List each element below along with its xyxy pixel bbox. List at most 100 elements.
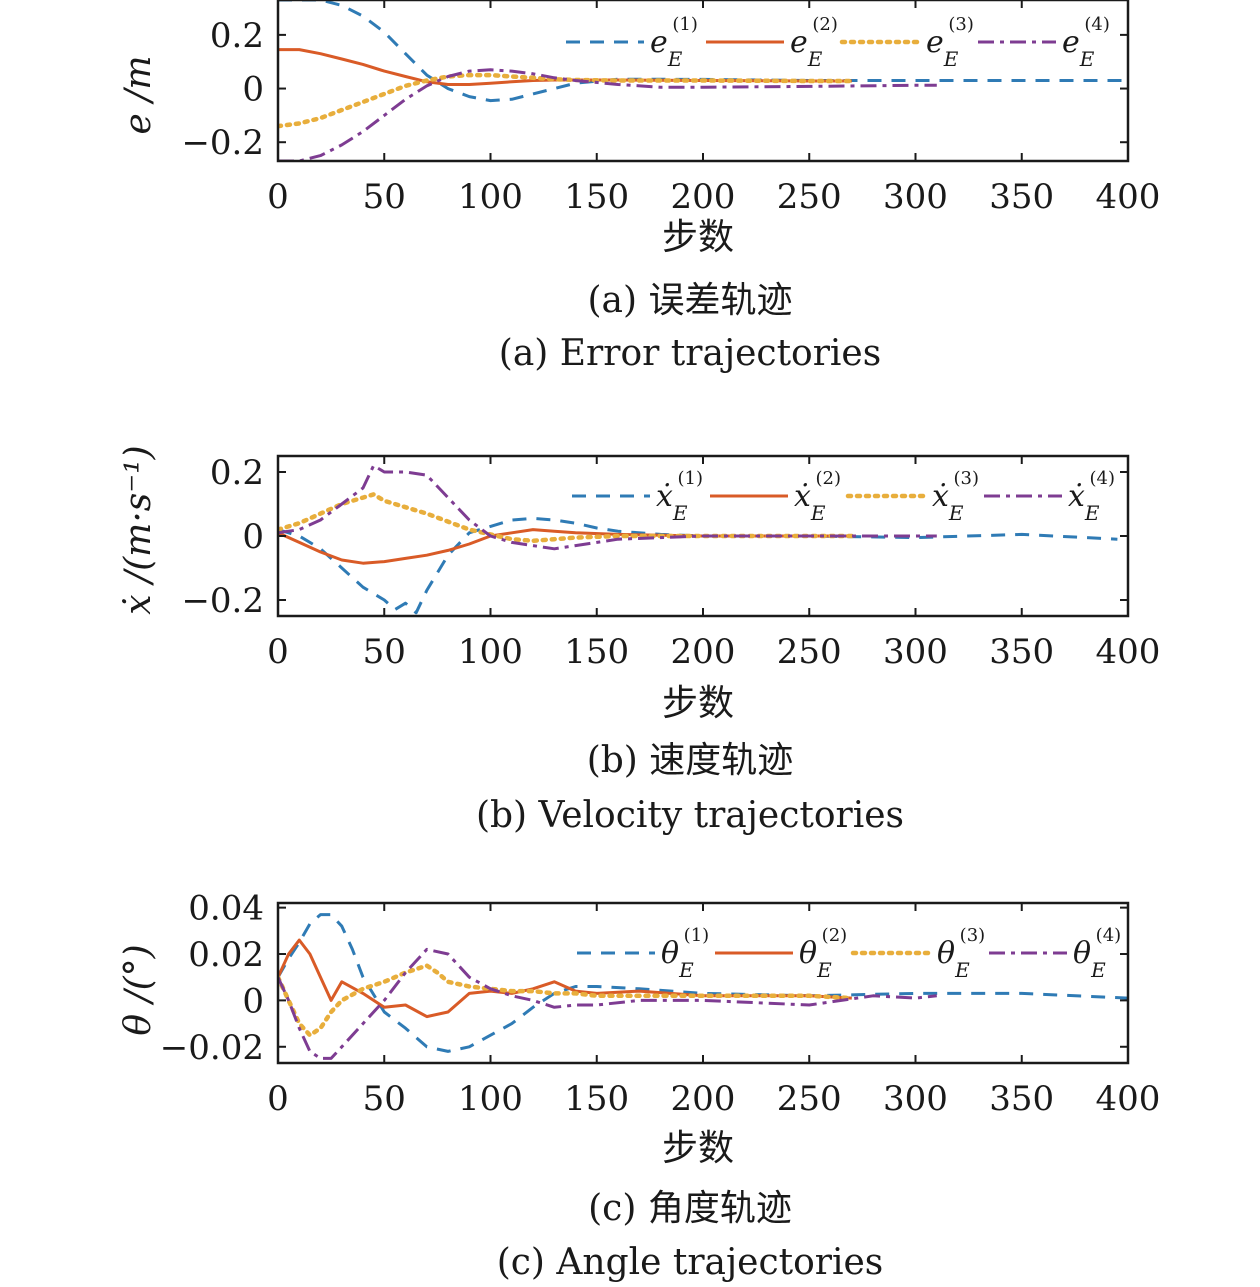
caption-cn-c: (c) 角度轨迹 bbox=[588, 1188, 792, 1229]
legend-subscript: E bbox=[1079, 47, 1095, 71]
legend-subscript: E bbox=[816, 958, 832, 982]
caption-en-b: (b) Velocity trajectories bbox=[476, 795, 904, 836]
x-tick-label: 350 bbox=[989, 632, 1054, 672]
legend-label-1: ẋE(1) bbox=[656, 468, 703, 525]
x-tick-label: 0 bbox=[267, 177, 289, 217]
legend-superscript: (4) bbox=[1096, 925, 1122, 946]
series-line-a-4 bbox=[278, 68, 937, 161]
legend-subscript: E bbox=[1084, 501, 1100, 525]
x-axis-label: 步数 bbox=[662, 217, 734, 258]
legend-label-3: eE(3) bbox=[926, 14, 974, 71]
y-tick-label: 0 bbox=[242, 70, 264, 110]
x-tick-label: 250 bbox=[777, 177, 842, 217]
series-line-c-4 bbox=[278, 947, 937, 1060]
series-line-b-4 bbox=[278, 464, 937, 551]
legend-label-2: eE(2) bbox=[790, 14, 838, 71]
legend-subscript: E bbox=[948, 501, 964, 525]
series-group-c bbox=[278, 913, 1128, 1060]
x-axis-label: 步数 bbox=[662, 683, 734, 724]
x-tick-label: 200 bbox=[671, 632, 736, 672]
legend-superscript: (3) bbox=[960, 925, 986, 946]
legend-superscript: (1) bbox=[678, 468, 704, 489]
y-tick-label: −0.2 bbox=[181, 123, 264, 163]
series-line-a-2 bbox=[278, 48, 852, 86]
x-tick-label: 150 bbox=[564, 177, 629, 217]
legend-subscript: E bbox=[954, 958, 970, 982]
legend-subscript: E bbox=[810, 501, 826, 525]
x-tick-label: 0 bbox=[267, 632, 289, 672]
x-tick-label: 50 bbox=[363, 1079, 406, 1119]
legend-label-1: eE(1) bbox=[650, 14, 698, 71]
series-group-a bbox=[278, 0, 1128, 161]
y-tick-label: −0.02 bbox=[160, 1028, 264, 1068]
legend-subscript: E bbox=[672, 501, 688, 525]
legend-label-3: ẋE(3) bbox=[932, 468, 979, 525]
legend-label-4: eE(4) bbox=[1062, 14, 1110, 71]
caption-en-a: (a) Error trajectories bbox=[499, 333, 881, 374]
legend-superscript: (4) bbox=[1084, 14, 1110, 35]
legend-superscript: (2) bbox=[822, 925, 848, 946]
x-tick-label: 0 bbox=[267, 1079, 289, 1119]
series-line-c-1 bbox=[278, 913, 1128, 1053]
x-tick-label: 350 bbox=[989, 1079, 1054, 1119]
y-tick-label: 0.04 bbox=[188, 889, 264, 929]
y-tick-label: 0.2 bbox=[210, 16, 264, 56]
legend-label-2: ẋE(2) bbox=[794, 468, 841, 525]
legend-superscript: (3) bbox=[948, 14, 974, 35]
series-line-a-3 bbox=[278, 72, 855, 129]
legend-subscript: E bbox=[943, 47, 959, 71]
legend-superscript: (2) bbox=[816, 468, 842, 489]
y-tick-label: 0 bbox=[242, 981, 264, 1021]
x-tick-label: 300 bbox=[883, 1079, 948, 1119]
x-tick-label: 200 bbox=[671, 1079, 736, 1119]
legend-label-1: θE(1) bbox=[661, 925, 709, 982]
y-tick-label: 0.2 bbox=[210, 453, 264, 493]
legend-superscript: (3) bbox=[954, 468, 980, 489]
legend-label-4: ẋE(4) bbox=[1068, 468, 1115, 525]
legend-label-2: θE(2) bbox=[799, 925, 847, 982]
x-tick-label: 300 bbox=[883, 632, 948, 672]
x-tick-label: 200 bbox=[671, 177, 736, 217]
x-tick-label: 250 bbox=[777, 632, 842, 672]
legend-superscript: (1) bbox=[672, 14, 698, 35]
x-tick-label: 400 bbox=[1096, 632, 1161, 672]
y-axis-label: θ /(°) bbox=[118, 944, 159, 1035]
caption-cn-b: (b) 速度轨迹 bbox=[587, 740, 794, 781]
legend-subscript: E bbox=[807, 47, 823, 71]
legend-subscript: E bbox=[1090, 958, 1106, 982]
series-line-b-1 bbox=[278, 516, 1118, 615]
legend-label-3: θE(3) bbox=[937, 925, 985, 982]
series-line-c-2 bbox=[278, 938, 852, 1019]
legend-subscript: E bbox=[678, 958, 694, 982]
y-tick-label: 0 bbox=[242, 517, 264, 557]
x-tick-label: 100 bbox=[458, 632, 523, 672]
series-line-b-3 bbox=[278, 492, 855, 544]
y-tick-label: 0.02 bbox=[188, 935, 264, 975]
legend-subscript: E bbox=[667, 47, 683, 71]
series-group-b bbox=[278, 464, 1118, 615]
series-line-c-3 bbox=[278, 963, 855, 1038]
x-axis-label: 步数 bbox=[662, 1128, 734, 1169]
x-tick-label: 100 bbox=[458, 177, 523, 217]
y-axis-label: ẋ /(m·s⁻¹) bbox=[118, 445, 159, 614]
x-tick-label: 150 bbox=[564, 1079, 629, 1119]
legend-superscript: (2) bbox=[812, 14, 838, 35]
caption-en-c: (c) Angle trajectories bbox=[497, 1242, 884, 1283]
x-tick-label: 400 bbox=[1096, 177, 1161, 217]
legend-superscript: (4) bbox=[1090, 468, 1116, 489]
y-axis-label: e /m bbox=[118, 55, 159, 134]
x-tick-label: 50 bbox=[363, 177, 406, 217]
x-tick-label: 350 bbox=[989, 177, 1054, 217]
legend-label-4: θE(4) bbox=[1073, 925, 1121, 982]
x-tick-label: 300 bbox=[883, 177, 948, 217]
x-tick-label: 400 bbox=[1096, 1079, 1161, 1119]
legend-superscript: (1) bbox=[684, 925, 710, 946]
x-tick-label: 100 bbox=[458, 1079, 523, 1119]
y-tick-label: −0.2 bbox=[181, 581, 264, 621]
x-tick-label: 150 bbox=[564, 632, 629, 672]
panel-c: 0 50 100 150 200 250 300 350 4000.040.020−0.02步数… bbox=[118, 889, 1160, 1283]
caption-cn-a: (a) 误差轨迹 bbox=[588, 280, 793, 321]
